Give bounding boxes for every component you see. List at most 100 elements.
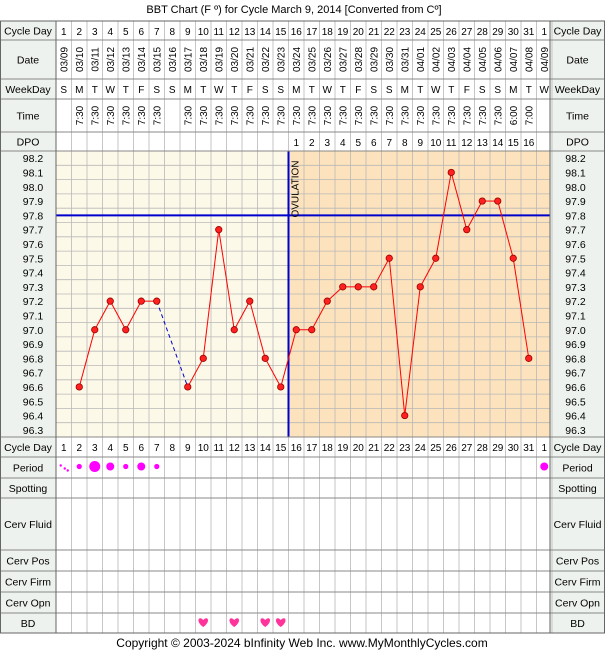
date-cell: 03/29: [369, 47, 380, 72]
dpo-cell: 11: [446, 138, 457, 149]
weekday-cell: M: [184, 85, 192, 96]
weekday-cell: F: [464, 85, 470, 96]
row-label-right: Cycle Day: [554, 26, 603, 38]
right-label-column: [550, 21, 605, 633]
cycle-day-cell-bottom: 4: [107, 443, 113, 454]
cycle-day-cell: 12: [229, 27, 241, 38]
cycle-day-cell: 26: [446, 27, 458, 38]
temperature-point: [509, 254, 517, 262]
date-cell: 03/26: [323, 47, 334, 72]
y-tick-label-left: 96.4: [23, 411, 44, 423]
time-cell: 7:30: [447, 105, 458, 125]
cycle-day-cell-bottom: 15: [275, 443, 287, 454]
weekday-cell: F: [355, 85, 361, 96]
weekday-cell: F: [247, 85, 253, 96]
temperature-point: [106, 297, 114, 305]
time-cell: 7:30: [106, 105, 117, 125]
cycle-day-cell-bottom: 10: [198, 443, 210, 454]
y-tick-label-right: 97.1: [565, 310, 586, 322]
weekday-cell: T: [340, 85, 346, 96]
row-label-right: Spotting: [558, 483, 597, 495]
cycle-day-cell: 1: [61, 27, 67, 38]
cycle-day-cell: 18: [322, 27, 334, 38]
weekday-cell: M: [401, 85, 409, 96]
date-cell: 04/09: [540, 47, 551, 72]
cycle-day-cell: 2: [76, 27, 82, 38]
temperature-point: [323, 297, 331, 305]
temperature-segment: [512, 258, 530, 359]
y-tick-label-left: 98.1: [23, 167, 44, 179]
date-cell: 04/06: [493, 47, 504, 72]
period-spot-mark: [63, 467, 66, 470]
time-cell: 7:30: [416, 105, 427, 125]
temperature-point: [463, 226, 471, 234]
cycle-day-cell: 28: [477, 27, 489, 38]
y-tick-label-left: 98.0: [23, 182, 44, 194]
row-label-left: DPO: [17, 137, 40, 149]
period-spot-mark: [66, 469, 69, 472]
cycle-day-cell-bottom: 1: [541, 443, 547, 454]
temperature-point: [292, 326, 300, 334]
row-label-left: Cycle Day: [4, 26, 53, 38]
dpo-cell: 16: [523, 138, 535, 149]
copyright-text: Copyright © 2003-2024 bInfinity Web Inc.…: [116, 636, 487, 650]
cycle-day-cell-bottom: 31: [523, 443, 535, 454]
y-tick-label-right: 97.6: [565, 239, 586, 251]
date-cell: 03/25: [307, 47, 318, 72]
ovulation-label: OVULATION: [291, 160, 302, 217]
date-cell: 04/05: [478, 47, 489, 72]
period-mark: [89, 461, 101, 472]
cycle-day-cell-bottom: 9: [185, 443, 191, 454]
cycle-day-cell-bottom: 1: [61, 443, 67, 454]
row-label-right: DPO: [566, 137, 589, 149]
y-tick-label-left: 96.5: [23, 396, 44, 408]
temperature-segment: [404, 286, 421, 416]
row-label-right: Cerv Fluid: [554, 519, 602, 531]
y-tick-label-left: 96.9: [23, 339, 44, 351]
time-cell: 7:30: [230, 105, 241, 125]
y-tick-label-left: 96.7: [23, 368, 44, 380]
temperature-point: [354, 283, 362, 291]
cycle-day-cell-bottom: 17: [306, 443, 318, 454]
cycle-day-cell: 31: [523, 27, 535, 38]
weekday-cell: S: [262, 85, 269, 96]
cycle-day-cell: 24: [415, 27, 427, 38]
weekday-cell: W: [214, 85, 224, 96]
row-label-right: Time: [566, 111, 589, 123]
y-tick-label-right: 98.0: [565, 182, 586, 194]
temperature-point: [261, 354, 269, 362]
heart-icon: [260, 618, 271, 627]
heart-icon: [275, 618, 286, 627]
temperature-segment: [125, 300, 142, 330]
temperature-segment: [435, 172, 452, 259]
cycle-day-cell: 13: [244, 27, 256, 38]
temperature-point: [478, 197, 486, 205]
date-cell: 03/20: [230, 47, 241, 72]
cycle-day-cell-bottom: 28: [477, 443, 489, 454]
cycle-day-cell: 11: [214, 27, 225, 38]
cycle-day-cell-bottom: 21: [368, 443, 380, 454]
date-cell: 04/01: [416, 47, 427, 72]
y-tick-label-right: 98.1: [565, 167, 586, 179]
time-cell: 7:00: [524, 105, 535, 125]
y-tick-label-right: 97.7: [565, 225, 586, 237]
y-tick-label-left: 97.4: [23, 268, 44, 280]
cycle-day-cell-bottom: 3: [92, 443, 98, 454]
temperature-point: [494, 197, 502, 205]
weekday-cell: W: [431, 85, 441, 96]
dpo-cell: 13: [477, 138, 489, 149]
temperature-segment: [264, 358, 282, 388]
cycle-day-cell: 23: [399, 27, 411, 38]
temperature-segment: [233, 300, 251, 330]
cycle-day-cell-bottom: 13: [244, 443, 256, 454]
cycle-day-cell-bottom: 24: [415, 443, 427, 454]
date-cell: 03/10: [75, 47, 86, 72]
cycle-day-cell-bottom: 8: [169, 443, 175, 454]
date-cell: 03/14: [137, 47, 148, 72]
time-cell: 7:30: [152, 105, 163, 125]
weekday-cell: T: [526, 85, 532, 96]
row-label-right: Date: [566, 55, 588, 67]
cycle-day-cell-bottom: 23: [399, 443, 411, 454]
cycle-day-cell: 4: [107, 27, 113, 38]
